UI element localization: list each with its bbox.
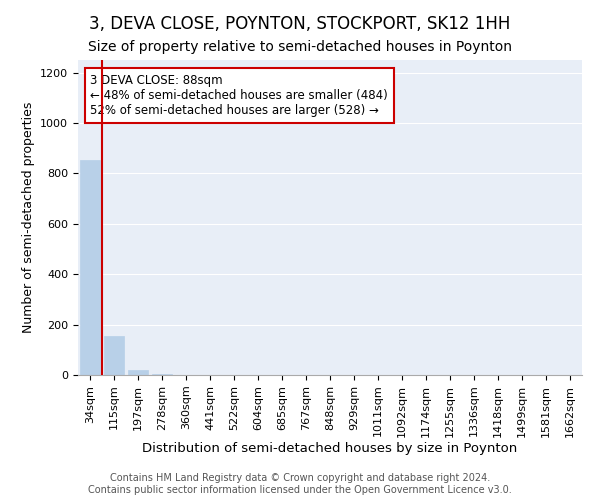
Text: 3, DEVA CLOSE, POYNTON, STOCKPORT, SK12 1HH: 3, DEVA CLOSE, POYNTON, STOCKPORT, SK12 … bbox=[89, 15, 511, 33]
Bar bbox=[152, 374, 172, 375]
Y-axis label: Number of semi-detached properties: Number of semi-detached properties bbox=[22, 102, 35, 333]
Bar bbox=[80, 160, 100, 375]
Bar bbox=[104, 336, 124, 375]
Text: 3 DEVA CLOSE: 88sqm
← 48% of semi-detached houses are smaller (484)
52% of semi-: 3 DEVA CLOSE: 88sqm ← 48% of semi-detach… bbox=[91, 74, 388, 117]
Text: Size of property relative to semi-detached houses in Poynton: Size of property relative to semi-detach… bbox=[88, 40, 512, 54]
Bar bbox=[128, 370, 148, 375]
Text: Contains HM Land Registry data © Crown copyright and database right 2024.
Contai: Contains HM Land Registry data © Crown c… bbox=[88, 474, 512, 495]
X-axis label: Distribution of semi-detached houses by size in Poynton: Distribution of semi-detached houses by … bbox=[142, 442, 518, 456]
